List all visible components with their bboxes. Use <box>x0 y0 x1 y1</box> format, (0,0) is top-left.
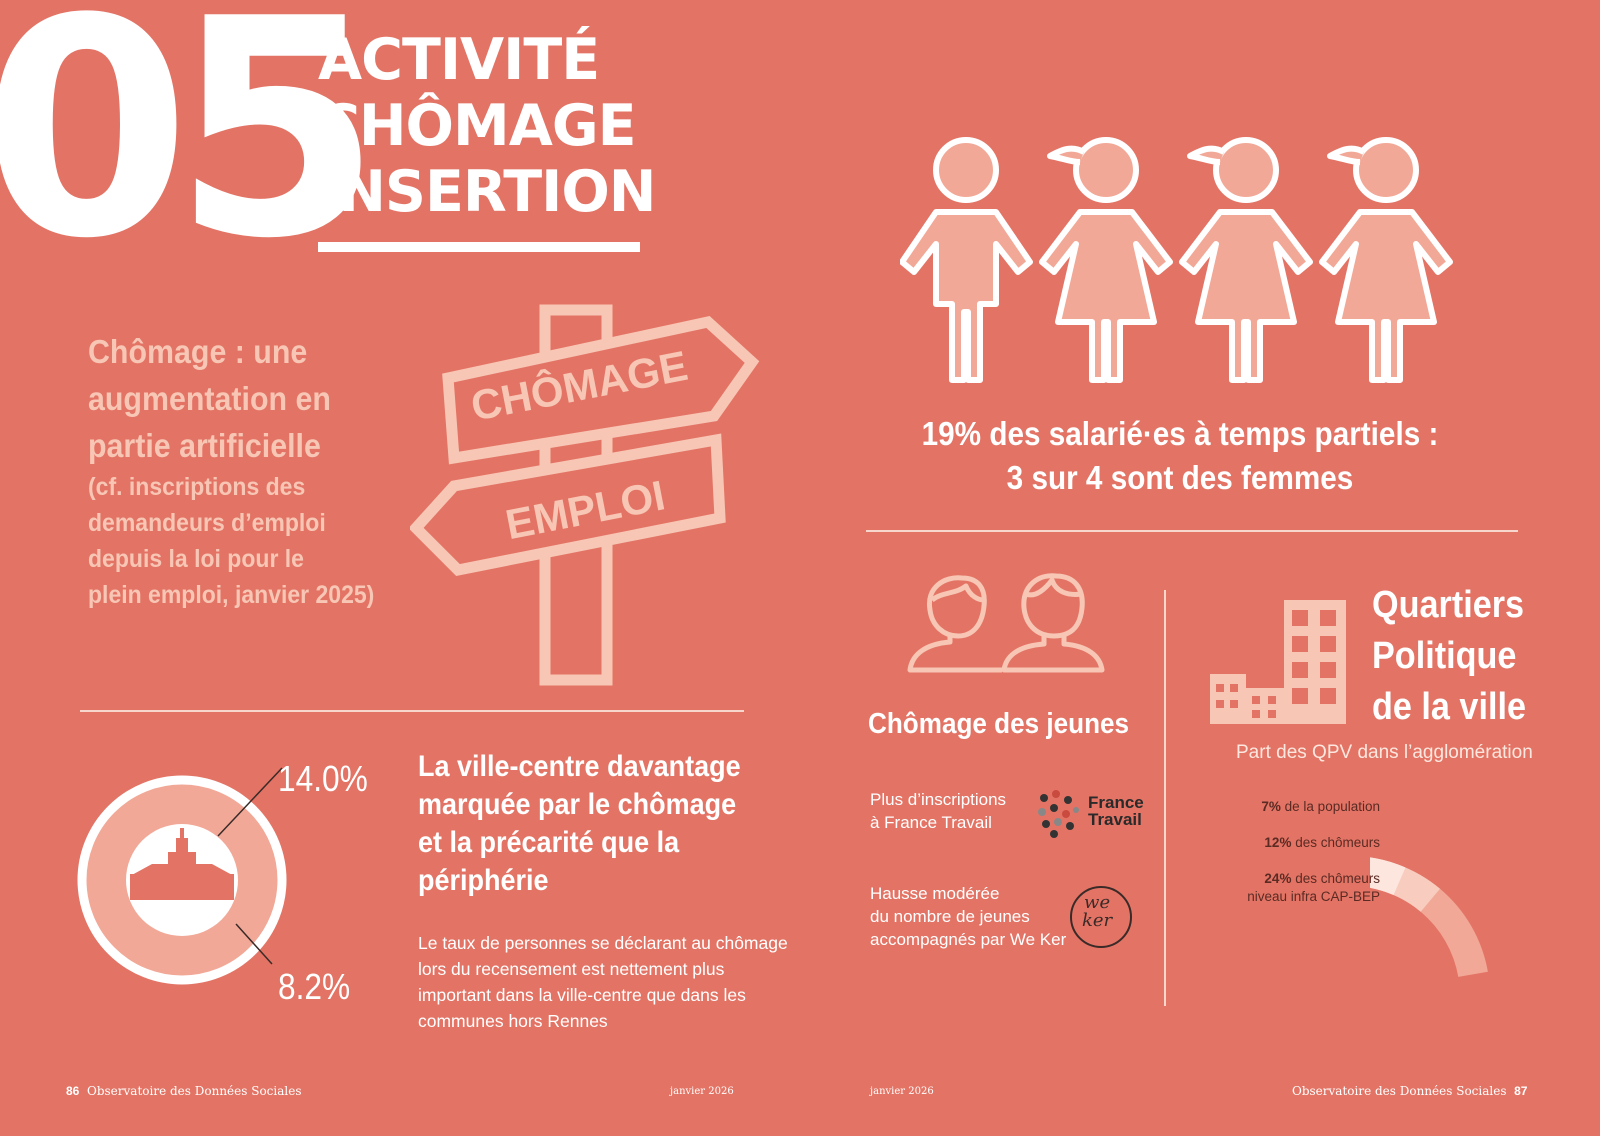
youth-item-1-line-1: Plus d’inscriptions <box>870 790 1007 809</box>
ville-centre-body-2: lors du recensement est nettement plus <box>418 959 725 979</box>
qpv-heading-1: Quartiers <box>1372 584 1525 626</box>
right-page-number: 87 <box>1514 1084 1528 1098</box>
qpv-value-3: 24% <box>1264 871 1292 886</box>
qpv-arc-chart <box>1370 857 1488 977</box>
weker-word-1: we <box>1084 892 1111 913</box>
city-hall-icon <box>130 828 234 900</box>
chomage-heading-2: augmentation en <box>88 380 331 417</box>
qpv-label-1: 7% de la population <box>1200 798 1380 816</box>
qpv-heading: Quartiers Politique de la ville <box>1372 580 1526 733</box>
youth-item-2-line-3: accompagnés par We Ker <box>870 930 1067 949</box>
qpv-heading-3: de la ville <box>1372 686 1526 728</box>
qpv-arc-1 <box>1370 857 1406 895</box>
chomage-note-2: demandeurs d’emploi <box>88 509 326 537</box>
youth-item-1-line-2: à France Travail <box>870 813 992 832</box>
chomage-note-4: plein emploi, janvier 2025) <box>88 581 375 609</box>
ville-centre-heading-2: marquée par le chômage <box>418 788 737 821</box>
youth-heading: Chômage des jeunes <box>868 708 1130 740</box>
ville-centre-heading-3: et la précarité que la <box>418 826 680 859</box>
france-travail-word-1: France <box>1088 793 1144 812</box>
ville-centre-body-1: Le taux de personnes se déclarant au chô… <box>418 933 788 953</box>
part-time-caption: 19% des salarié·es à temps partiels : 3 … <box>901 412 1459 500</box>
buildings-icon <box>1210 600 1346 724</box>
qpv-label-3: 24% des chômeurs niveau infra CAP-BEP <box>1200 870 1380 906</box>
france-travail-logo: France Travail <box>1036 786 1152 842</box>
ville-centre-heading-1: La ville-centre davantage <box>418 750 741 783</box>
chomage-note-1: (cf. inscriptions des <box>88 473 306 501</box>
people-icon <box>900 130 1470 390</box>
weker-word-2: ker <box>1082 910 1113 931</box>
footer-left: 86 Observatoire des Données Sociales <box>66 1084 301 1098</box>
chomage-text-block: Chômage : une augmentation en partie art… <box>88 328 418 613</box>
chomage-heading-1: Chômage : une <box>88 333 308 370</box>
part-time-caption-2: 3 sur 4 sont des femmes <box>1006 459 1354 496</box>
footer-right: Observatoire des Données Sociales 87 <box>1292 1084 1527 1098</box>
footer-right-date: janvier 2026 <box>870 1086 934 1097</box>
chomage-note-3: depuis la loi pour le <box>88 545 304 573</box>
qpv-value-2: 12% <box>1264 835 1292 850</box>
weker-logo: we ker <box>1070 886 1132 948</box>
title-line-1: ACTIVITÉ <box>318 27 600 93</box>
left-divider <box>80 710 744 712</box>
right-divider <box>866 530 1518 532</box>
title-line-3: INSERTION <box>318 159 656 225</box>
youth-icon <box>907 573 1105 673</box>
qpv-text-2: des chômeurs <box>1291 835 1380 850</box>
youth-item-2-line-2: du nombre de jeunes <box>870 907 1030 926</box>
youth-item-2: Hausse modérée du nombre de jeunes accom… <box>870 882 1066 951</box>
youth-item-1: Plus d’inscriptions à France Travail <box>870 788 1006 834</box>
qpv-text-3: des chômeurs <box>1291 871 1380 886</box>
periphery-rate: 8.2% <box>278 966 351 1007</box>
signpost-icon: CHÔMAGE EMPLOI <box>410 304 760 686</box>
footer-left-date: janvier 2026 <box>670 1086 734 1097</box>
france-travail-word-2: Travail <box>1088 810 1142 829</box>
qpv-heading-2: Politique <box>1372 635 1517 677</box>
qpv-text-1: de la population <box>1280 799 1380 814</box>
title-line-2: CHÔMAGE <box>318 93 637 159</box>
ville-centre-body-4: communes hors Rennes <box>418 1011 608 1031</box>
qpv-text-3b: niveau infra CAP-BEP <box>1247 889 1380 904</box>
qpv-subtitle: Part des QPV dans l’agglomération <box>1236 742 1533 763</box>
ville-centre-heading: La ville-centre davantage marquée par le… <box>418 748 741 900</box>
left-page-number: 86 <box>66 1084 80 1098</box>
title-underline <box>318 242 640 252</box>
qpv-value-1: 7% <box>1261 799 1281 814</box>
ville-centre-body-3: important dans la ville-centre que dans … <box>418 985 746 1005</box>
ville-centre-body: Le taux de personnes se déclarant au chô… <box>418 930 788 1034</box>
youth-item-2-line-1: Hausse modérée <box>870 884 1000 903</box>
right-footer-title: Observatoire des Données Sociales <box>1292 1084 1507 1098</box>
ville-centre-heading-4: périphérie <box>418 864 549 897</box>
city-center-rate: 14.0% <box>278 758 368 799</box>
vertical-divider <box>1164 590 1166 1006</box>
unemployment-donut <box>77 767 287 985</box>
chapter-number: 05 <box>0 0 382 304</box>
france-travail-dots-icon <box>1038 790 1079 838</box>
chomage-heading-3: partie artificielle <box>88 427 321 464</box>
part-time-caption-1: 19% des salarié·es à temps partiels : <box>921 415 1439 452</box>
qpv-label-2: 12% des chômeurs <box>1200 834 1380 852</box>
left-footer-title: Observatoire des Données Sociales <box>87 1084 302 1098</box>
